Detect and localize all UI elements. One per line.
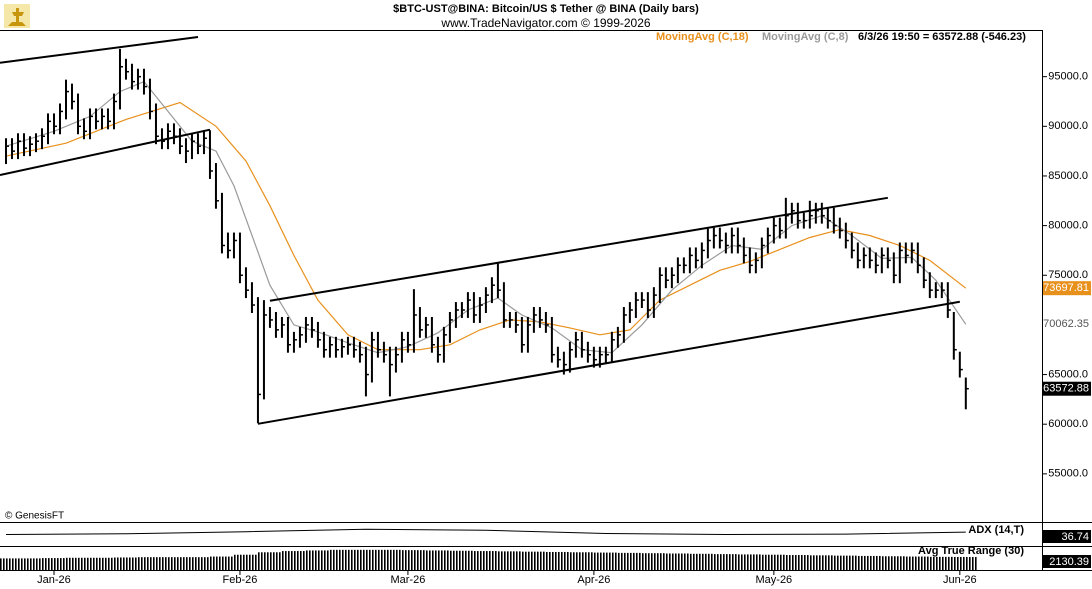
logo	[4, 4, 30, 28]
adx-label: ADX (14,T)	[968, 524, 1024, 536]
atr-label: Avg True Range (30)	[918, 545, 1024, 557]
atr-bar	[785, 555, 810, 570]
atr-bar	[497, 551, 522, 570]
atr-bar	[233, 554, 258, 570]
adx-value-label: 36.74	[1061, 531, 1089, 543]
atr-bar	[833, 555, 858, 570]
chart-title: $BTC-UST@BINA: Bitcoin/US $ Tether @ BIN…	[393, 3, 699, 15]
atr-bar	[113, 557, 138, 570]
atr-bar	[545, 551, 570, 570]
atr-bar	[0, 558, 18, 570]
last-value-label: 73697.81	[1043, 282, 1089, 294]
atr-bar	[905, 556, 930, 570]
plot-area	[0, 35, 969, 425]
atr-bar	[377, 549, 402, 570]
atr-bar	[137, 557, 162, 570]
atr-bar	[65, 557, 90, 570]
atr-bar	[689, 553, 714, 570]
adx-line	[5, 528, 966, 536]
y-tick-label: 90000.0	[1048, 120, 1088, 132]
atr-bar	[281, 551, 306, 570]
trendline	[257, 300, 960, 425]
atr-bar	[569, 552, 594, 570]
atr-bar	[89, 557, 114, 570]
y-tick-label: 85000.0	[1048, 170, 1088, 182]
atr-bar	[665, 553, 690, 570]
atr-bar	[641, 553, 666, 570]
x-tick-label: Feb-26	[223, 574, 258, 586]
atr-bar	[401, 550, 426, 570]
copyright: © GenesisFT	[5, 511, 64, 522]
atr-bar	[41, 558, 66, 570]
y-tick-label: 95000.0	[1048, 71, 1088, 83]
last-value-box	[1043, 281, 1091, 296]
atr-bar	[185, 557, 210, 570]
y-tick-label: 75000.0	[1048, 269, 1088, 281]
atr-bar	[353, 549, 378, 570]
atr-bar	[737, 554, 762, 570]
last-value-label: 63572.88	[1043, 383, 1089, 395]
atr-bar	[161, 557, 186, 570]
atr-value-label: 2130.39	[1049, 556, 1089, 568]
atr-bar	[209, 556, 234, 570]
atr-bar	[881, 556, 906, 570]
atr-bar	[425, 550, 450, 570]
last-value-box	[1043, 317, 1091, 332]
last-value-label: 70062.35	[1043, 318, 1089, 330]
moving-average-line	[5, 101, 967, 351]
y-tick-label: 65000.0	[1048, 368, 1088, 380]
atr-bar	[857, 555, 882, 570]
legend-entry: MovingAvg (C,18)	[656, 31, 749, 43]
atr-bar	[593, 552, 618, 570]
y-tick-label: 80000.0	[1048, 220, 1088, 232]
atr-bar	[953, 556, 978, 570]
adx-value-box	[1043, 530, 1091, 543]
x-tick-label: Mar-26	[390, 574, 425, 586]
y-tick-label: 55000.0	[1048, 468, 1088, 480]
trendline	[0, 35, 199, 64]
atr-bar	[449, 550, 474, 570]
legend-entry: MovingAvg (C,8)	[762, 31, 849, 43]
atr-bar	[17, 558, 42, 570]
atr-bar	[329, 549, 354, 570]
atr-bar	[929, 556, 954, 570]
x-tick-label: Jan-26	[37, 574, 71, 586]
y-tick-label: 60000.0	[1048, 418, 1088, 430]
atr-bar	[761, 554, 786, 570]
atr-bar	[473, 551, 498, 570]
atr-bar	[257, 552, 282, 570]
atr-bar	[809, 555, 834, 570]
atr-bar	[713, 554, 738, 570]
x-tick-label: Jun-26	[943, 574, 977, 586]
atr-value-box	[1043, 555, 1091, 568]
x-tick-label: May-26	[756, 574, 793, 586]
x-tick-label: Apr-26	[577, 574, 610, 586]
frame	[0, 30, 1092, 571]
atr-bar	[521, 551, 546, 570]
last-value-box	[1043, 381, 1091, 396]
chart-subtitle: www.TradeNavigator.com © 1999-2026	[440, 16, 650, 30]
readout: 6/3/26 19:50 = 63572.88 (-546.23)	[858, 31, 1026, 43]
atr-bar	[617, 552, 642, 570]
atr-bar	[305, 550, 330, 570]
